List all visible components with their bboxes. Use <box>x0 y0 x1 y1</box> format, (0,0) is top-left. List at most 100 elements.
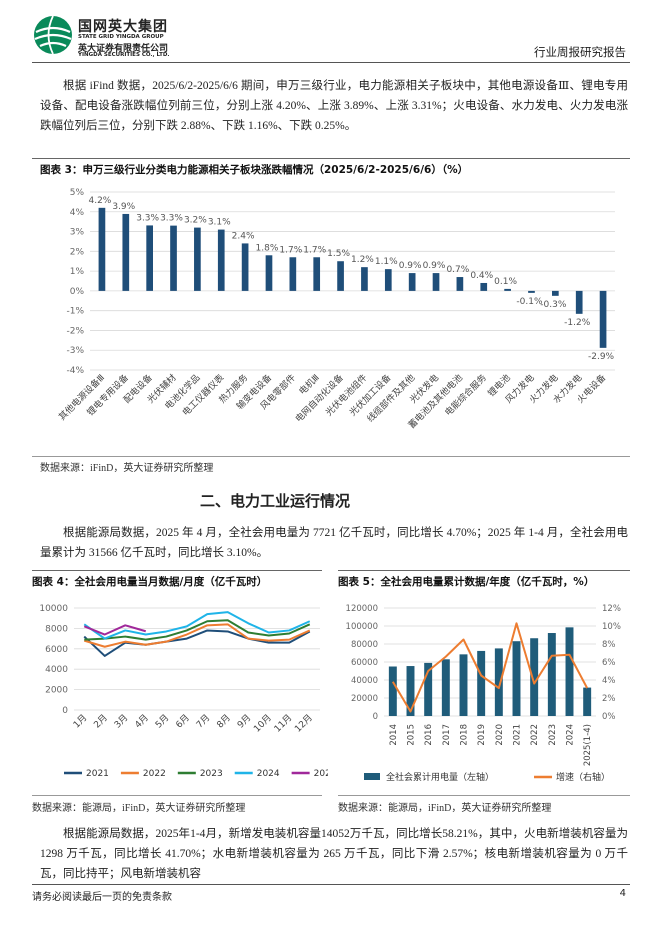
x-tick-label: 2020 <box>495 724 505 746</box>
x-tick-label: 7月 <box>194 712 212 730</box>
legend-swatch <box>364 773 380 780</box>
bar <box>494 648 503 716</box>
paragraph: 根据能源局数据，2025 年 4 月，全社会用电量为 7721 亿千瓦时，同比增… <box>40 527 628 559</box>
data-label: 1.7% <box>303 245 326 255</box>
y-tick-label: 100000 <box>346 622 378 632</box>
bar <box>599 290 607 348</box>
data-label: -1.2% <box>564 318 591 328</box>
bar <box>289 257 297 291</box>
figure-rule <box>32 795 322 796</box>
bar <box>530 638 539 716</box>
y-tick-label: 0% <box>70 287 85 297</box>
series-line <box>83 624 147 636</box>
y2-tick-label: 10% <box>602 622 621 632</box>
data-label: 0.7% <box>446 265 469 275</box>
figure-rule <box>338 570 630 571</box>
chart: 0 20000 40000 60000 80000 100000 120000 2014 201… <box>346 604 621 783</box>
y-tick-label: -4% <box>66 366 84 376</box>
company-name: 英大证券有限责任公司 <box>78 44 169 54</box>
x-tick-label: 4月 <box>133 712 151 730</box>
data-label: -0.1% <box>516 297 543 307</box>
data-label: 2.4% <box>232 231 255 241</box>
y2-tick-label: 8% <box>602 640 616 650</box>
data-label: 0.4% <box>470 271 493 281</box>
figure-title: 图表 5：全社会用电量累计数据/年度（亿千瓦时，%） <box>338 576 595 588</box>
data-label: 1.8% <box>256 243 279 253</box>
logo <box>34 15 72 55</box>
bar <box>361 267 368 291</box>
source-note: 数据来源：能源局，iFinD，英大证券研究所整理 <box>32 803 246 814</box>
group-name: 国网英大集团 <box>78 19 168 35</box>
figure-rule <box>32 570 322 571</box>
bar <box>565 627 574 716</box>
bar <box>388 666 397 716</box>
bar <box>547 633 556 716</box>
y-tick-label: 6000 <box>45 645 68 655</box>
y-tick-label: 80000 <box>351 640 378 650</box>
bar <box>552 290 559 296</box>
bar <box>480 282 488 291</box>
data-label: 3.3% <box>160 214 183 224</box>
x-tick-label: 2022 <box>530 724 540 746</box>
bar <box>504 288 511 291</box>
page-number: 4 <box>619 888 626 899</box>
bar <box>528 290 535 293</box>
y-tick-label: -2% <box>66 326 84 336</box>
x-tick-label: 11月 <box>272 712 294 734</box>
legend-label: 2022 <box>143 769 166 779</box>
y-tick-label: 3% <box>70 228 85 238</box>
chart: 0 2000 4000 6000 8000 10000 1月 2月 3月 4月 5月 6月 7月 8月 9月… <box>39 604 328 779</box>
legend-label: 2023 <box>200 769 223 779</box>
bar <box>265 255 273 291</box>
data-label: 0.9% <box>423 261 446 271</box>
y-tick-label: 8000 <box>45 624 68 634</box>
x-tick-label: 10月 <box>252 712 274 734</box>
x-tick-label: 2025(1-4) <box>583 724 593 766</box>
source-note: 数据来源：能源局，iFinD，英大证券研究所整理 <box>338 803 552 814</box>
data-label: 0.9% <box>399 261 422 271</box>
source-note: 数据来源：iFinD，英大证券研究所整理 <box>40 463 214 474</box>
y-tick-label: 40000 <box>351 676 378 686</box>
data-label: 4.2% <box>88 196 111 206</box>
chart: -4%-3%-2%-1%0%1%2%3%4%5%其他电源设备Ⅲ锂电专用设备配电设… <box>56 188 615 431</box>
x-tick-label: 2016 <box>424 724 434 746</box>
bar <box>146 225 153 291</box>
series-line <box>84 619 311 641</box>
x-tick-label: 2015 <box>407 724 417 746</box>
bar <box>170 225 177 291</box>
x-tick-label: 8月 <box>215 712 233 730</box>
y-tick-label: 4000 <box>45 665 68 675</box>
data-label: -0.3% <box>540 300 567 310</box>
bar <box>384 269 392 291</box>
y2-tick-label: 4% <box>602 676 616 686</box>
bar <box>441 659 450 716</box>
x-tick-label: 3月 <box>112 712 130 730</box>
legend-label: 2021 <box>86 769 109 779</box>
x-tick-label: 2017 <box>442 724 452 746</box>
data-label: 0.1% <box>494 277 517 287</box>
data-label: 3.9% <box>112 202 135 212</box>
bar <box>313 257 321 291</box>
bar <box>512 641 521 716</box>
bar <box>432 273 440 291</box>
y-tick-label: 60000 <box>351 658 378 668</box>
bar <box>122 213 130 291</box>
y-tick-label: 0 <box>62 706 68 716</box>
bar <box>459 654 468 716</box>
bar <box>241 243 249 291</box>
bar <box>456 277 464 291</box>
series-line <box>83 623 311 648</box>
bar <box>583 687 592 716</box>
data-label: 1.1% <box>375 257 398 267</box>
data-label: -2.9% <box>588 352 615 362</box>
y-tick-label: 2000 <box>45 686 68 696</box>
x-tick-label: 2023 <box>548 724 558 746</box>
y-tick-label: 1% <box>70 267 85 277</box>
x-tick-label: 2014 <box>389 724 399 746</box>
y2-tick-label: 2% <box>602 694 616 704</box>
x-tick-label: 2月 <box>92 712 110 730</box>
disclaimer: 请务必阅读最后一页的免责条款 <box>32 892 172 903</box>
legend-label: 全社会累计用电量（左轴） <box>386 771 494 783</box>
figure-title: 图表 3：申万三级行业分类电力能源相关子板块涨跌幅情况（2025/6/2-202… <box>40 164 469 176</box>
